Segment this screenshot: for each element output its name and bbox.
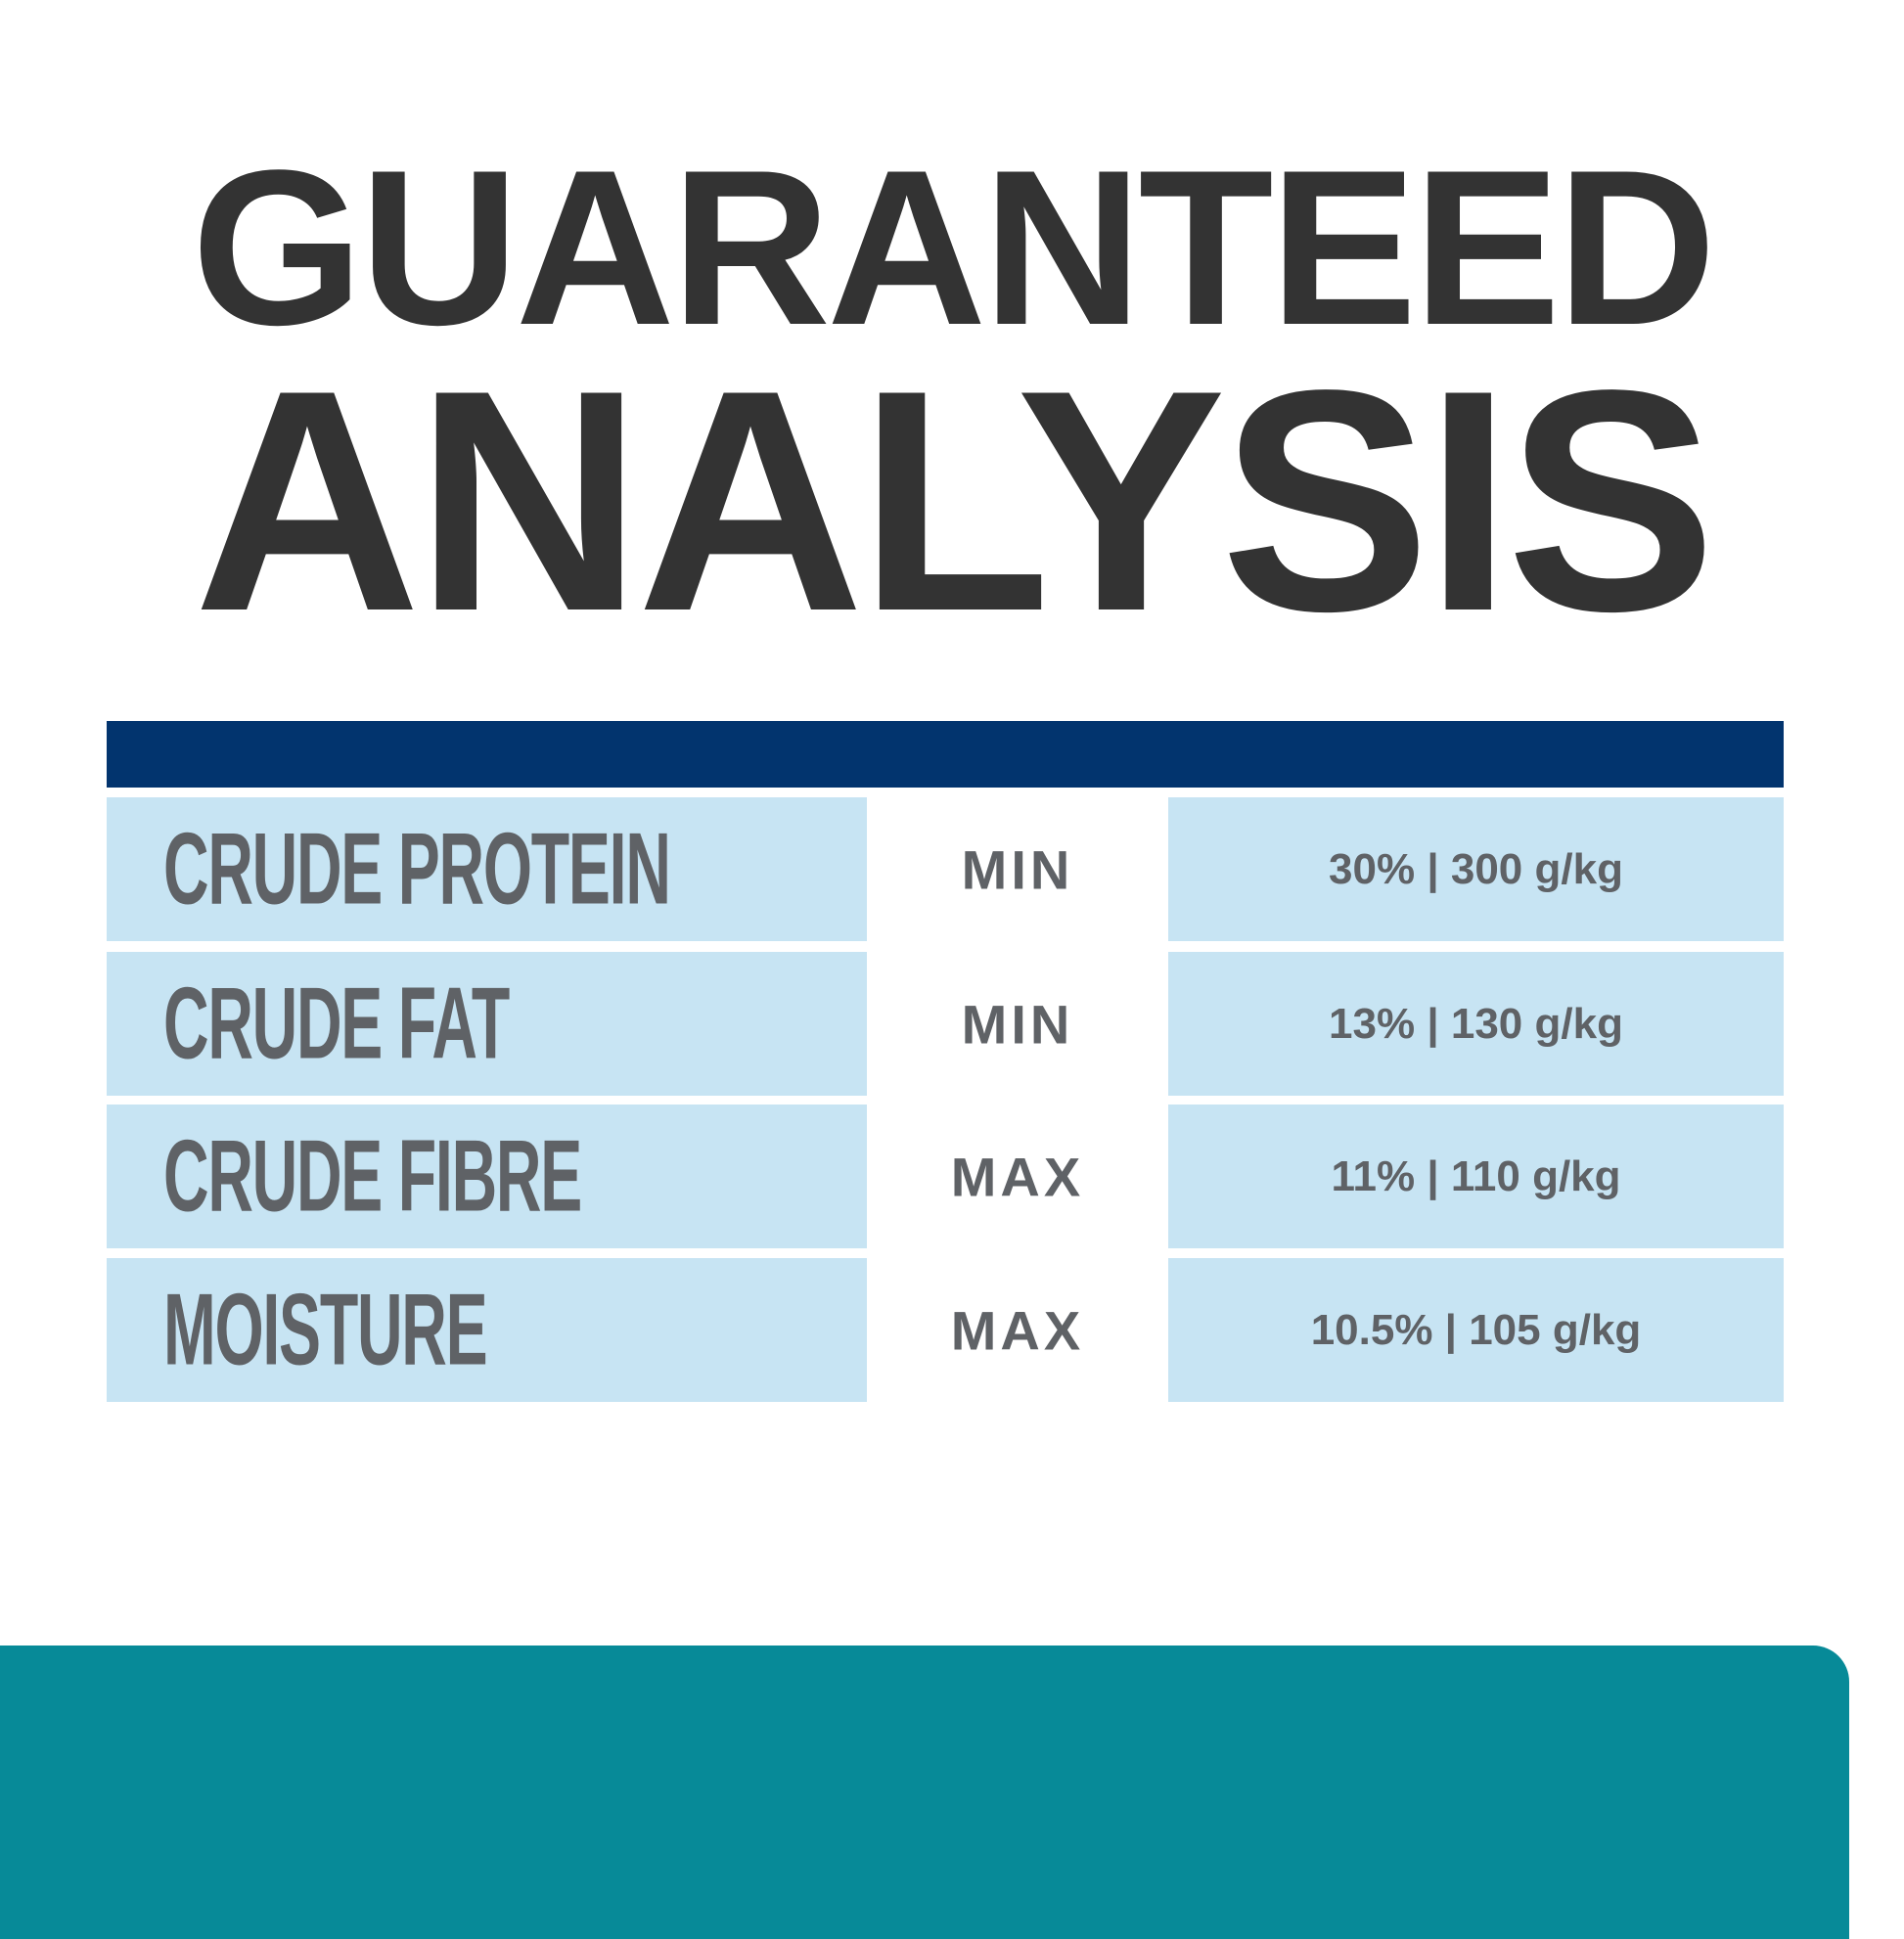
value: 30% | 300 g/kg (1329, 844, 1623, 893)
qualifier: MIN (961, 838, 1074, 900)
value-cell: 30% | 300 g/kg (1168, 797, 1784, 941)
qualifier: MIN (961, 993, 1074, 1055)
nutrient-label: CRUDE FIBRE (163, 1119, 582, 1233)
value-cell: 13% | 130 g/kg (1168, 952, 1784, 1096)
nutrient-cell: CRUDE FAT (107, 952, 867, 1096)
footer-panel (0, 1646, 1849, 1939)
qualifier: MAX (950, 1146, 1085, 1207)
nutrient-label: MOISTURE (163, 1273, 488, 1386)
table-row: MOISTURE MAX 10.5% | 105 g/kg (107, 1258, 1784, 1402)
title-line-2: ANALYSIS (193, 326, 1717, 677)
table-row: CRUDE FIBRE MAX 11% | 110 g/kg (107, 1105, 1784, 1248)
value: 13% | 130 g/kg (1329, 999, 1623, 1048)
qualifier: MAX (950, 1299, 1085, 1361)
value-cell: 10.5% | 105 g/kg (1168, 1258, 1784, 1402)
nutrient-label: CRUDE FAT (163, 967, 510, 1080)
nutrient-cell: CRUDE PROTEIN (107, 797, 867, 941)
value: 11% | 110 g/kg (1331, 1151, 1621, 1200)
nutrient-cell: CRUDE FIBRE (107, 1105, 867, 1248)
nutrient-label: CRUDE PROTEIN (163, 812, 671, 925)
table-header-bar (107, 721, 1784, 788)
value: 10.5% | 105 g/kg (1310, 1305, 1642, 1354)
title-line-1: GUARANTEED (191, 123, 1717, 371)
table-row: CRUDE PROTEIN MIN 30% | 300 g/kg (107, 797, 1784, 941)
nutrient-cell: MOISTURE (107, 1258, 867, 1402)
value-cell: 11% | 110 g/kg (1168, 1105, 1784, 1248)
table-row: CRUDE FAT MIN 13% | 130 g/kg (107, 952, 1784, 1096)
